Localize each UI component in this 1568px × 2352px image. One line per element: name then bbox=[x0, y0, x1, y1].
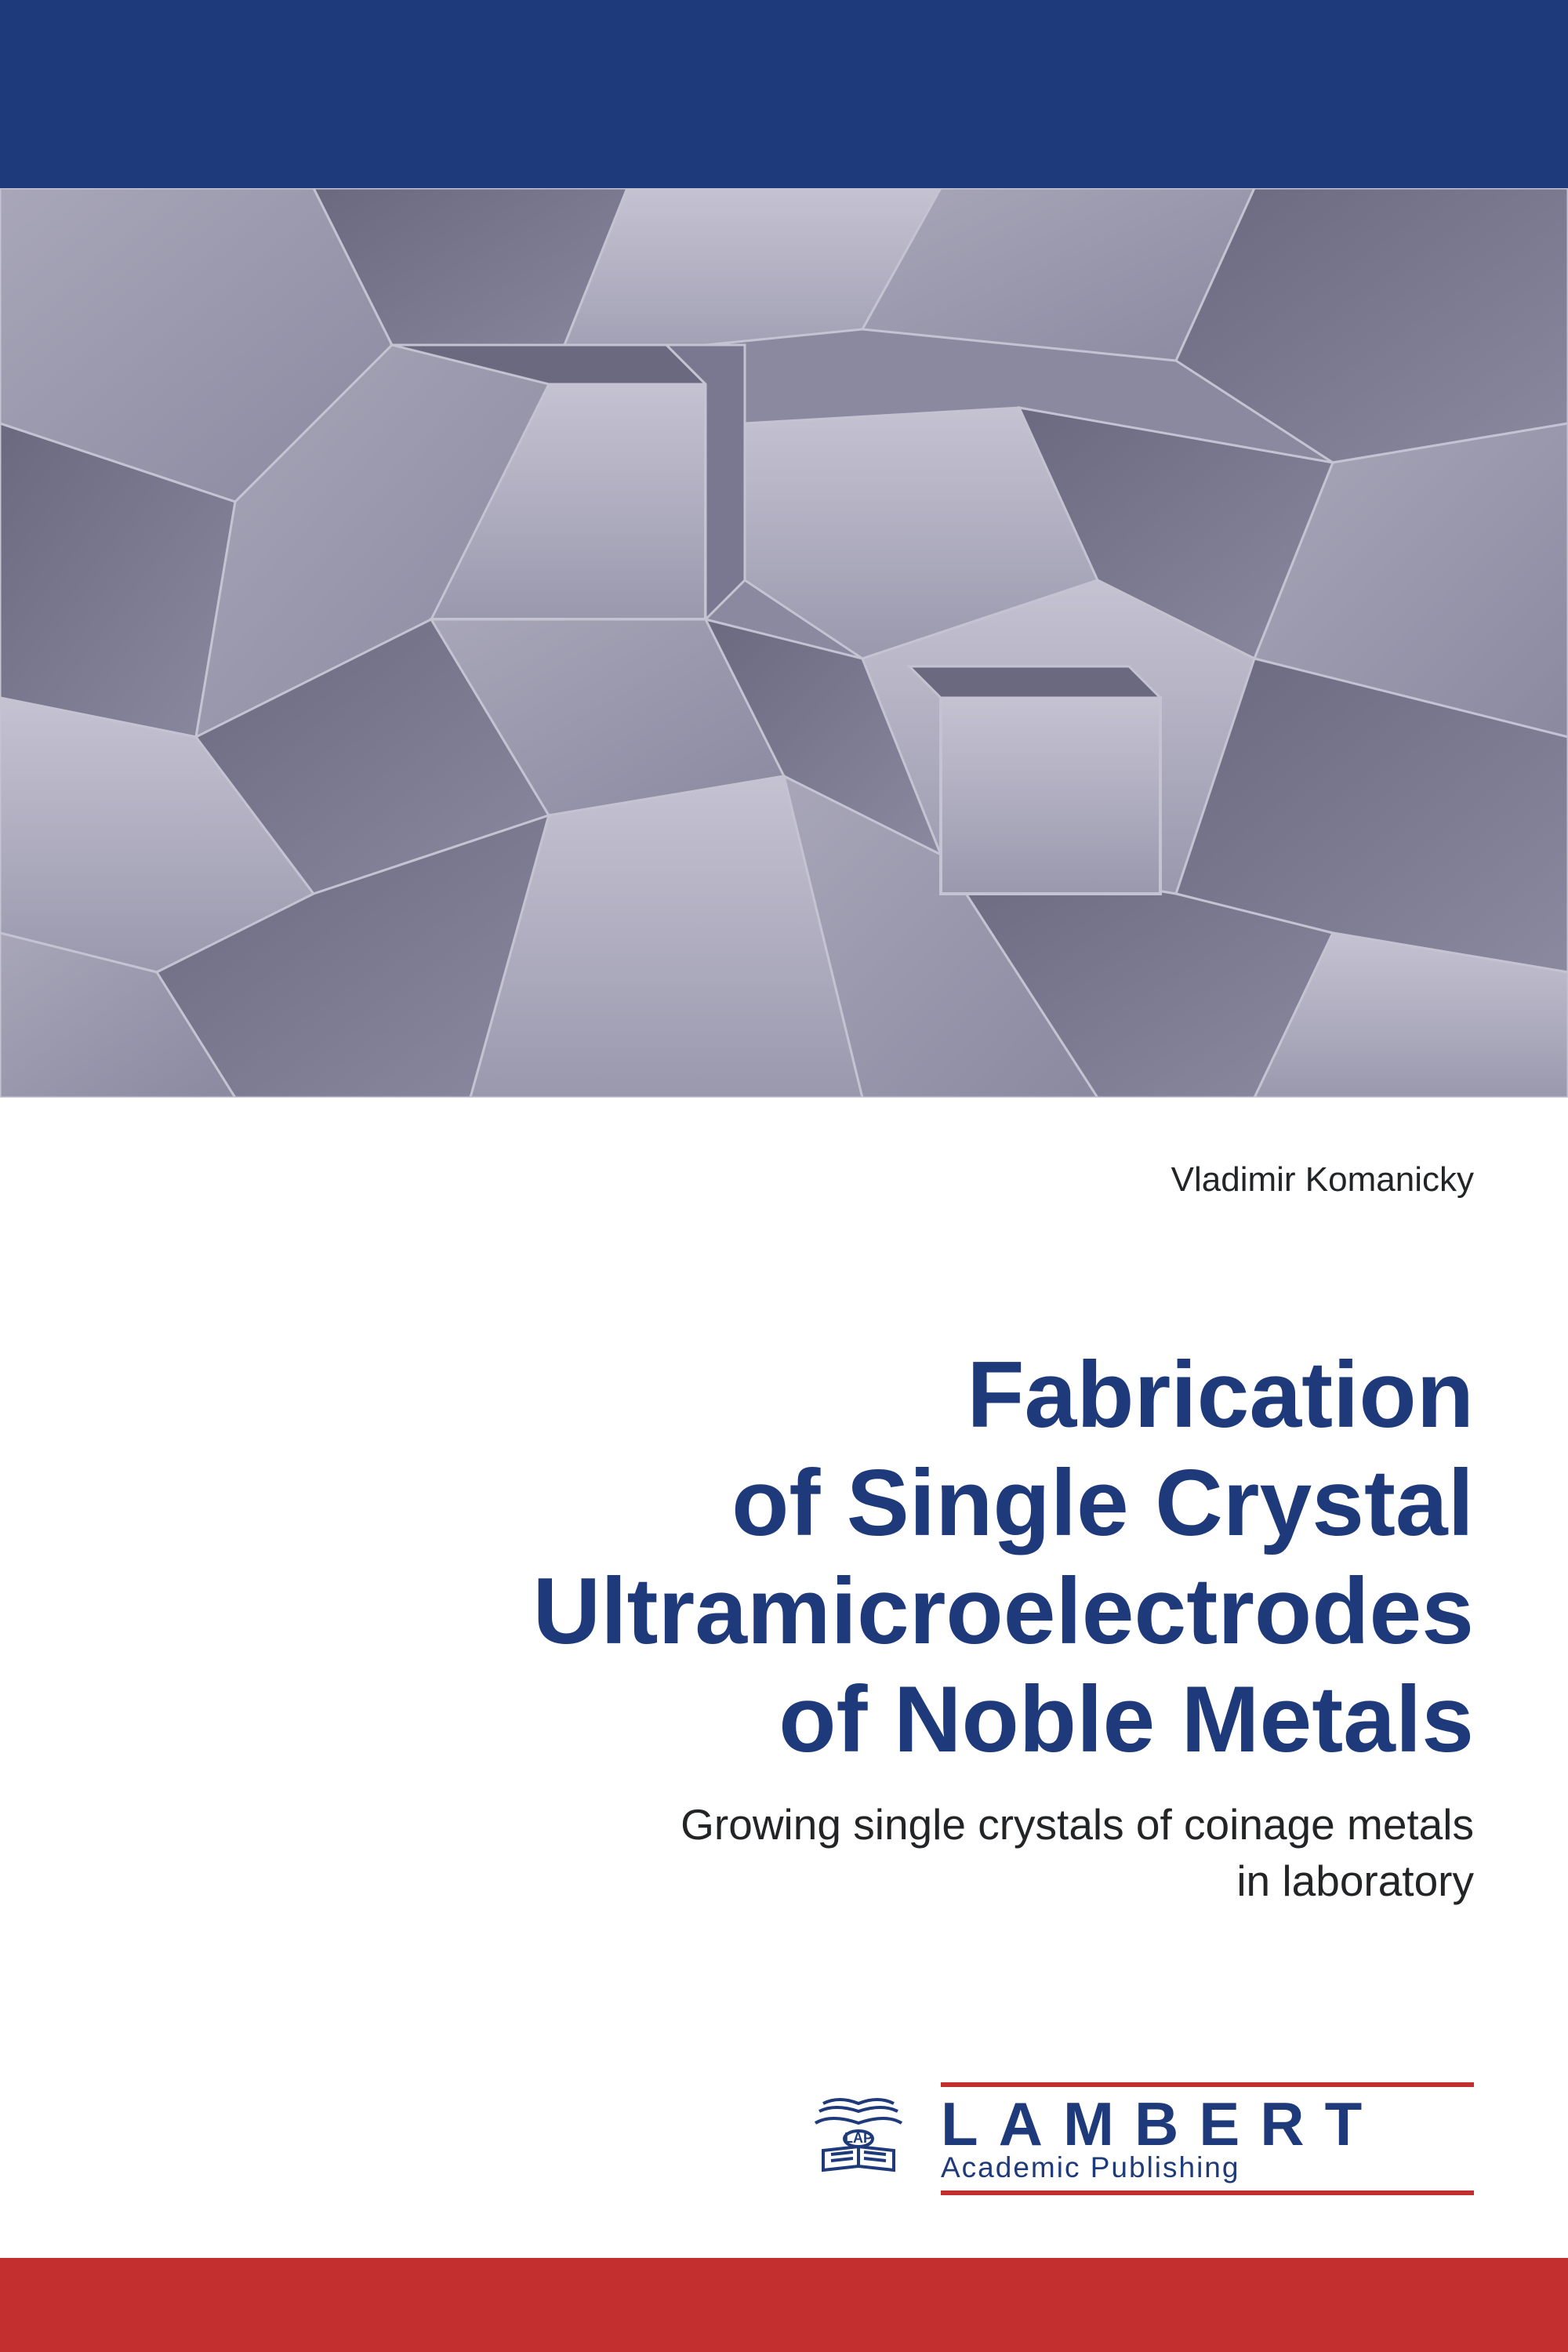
book-icon: LAP bbox=[800, 2092, 917, 2186]
subtitle-line: in laboratory bbox=[94, 1853, 1474, 1910]
logo-divider-bottom bbox=[941, 2190, 1474, 2195]
publisher-name: LAMBERT bbox=[941, 2093, 1474, 2154]
cover-image bbox=[0, 188, 1568, 1098]
top-color-bar bbox=[0, 0, 1568, 188]
title-line: of Noble Metals bbox=[94, 1665, 1474, 1773]
svg-text:LAP: LAP bbox=[844, 2130, 873, 2146]
subtitle-line: Growing single crystals of coinage metal… bbox=[94, 1797, 1474, 1853]
book-title: Fabrication of Single Crystal Ultramicro… bbox=[94, 1341, 1474, 1773]
publisher-logo: LAP LAMBERT Academic Publishing bbox=[800, 2082, 1474, 2195]
book-subtitle: Growing single crystals of coinage metal… bbox=[94, 1797, 1474, 1909]
title-line: Ultramicroelectrodes bbox=[94, 1557, 1474, 1665]
logo-divider-top bbox=[941, 2082, 1474, 2087]
publisher-text: LAMBERT Academic Publishing bbox=[941, 2082, 1474, 2195]
content-area: Vladimir Komanicky Fabrication of Single… bbox=[0, 1098, 1568, 1909]
author-name: Vladimir Komanicky bbox=[94, 1160, 1474, 1200]
publisher-tagline: Academic Publishing bbox=[941, 2151, 1474, 2184]
title-line: of Single Crystal bbox=[94, 1449, 1474, 1557]
title-line: Fabrication bbox=[94, 1341, 1474, 1449]
bottom-color-bar bbox=[0, 2258, 1568, 2352]
